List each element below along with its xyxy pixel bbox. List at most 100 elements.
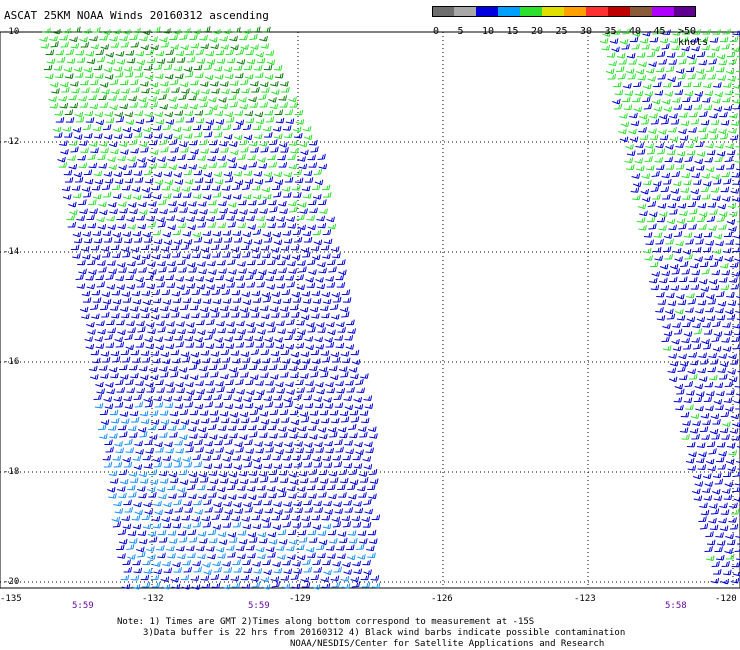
wind-barb bbox=[722, 196, 731, 202]
wind-barb bbox=[619, 113, 628, 119]
wind-barb bbox=[214, 179, 224, 185]
wind-barb bbox=[649, 134, 659, 140]
wind-barb bbox=[267, 326, 276, 333]
wind-barb bbox=[109, 409, 119, 416]
wind-barb bbox=[247, 552, 256, 559]
wind-barb bbox=[136, 214, 145, 221]
wind-barb bbox=[183, 566, 192, 573]
wind-barb bbox=[93, 170, 103, 177]
wind-barb bbox=[687, 298, 697, 305]
wind-barb bbox=[713, 82, 722, 88]
wind-barb bbox=[120, 246, 130, 252]
wind-barb bbox=[359, 431, 368, 438]
wind-barb bbox=[149, 139, 158, 146]
wind-barb bbox=[686, 441, 696, 448]
wind-barb bbox=[216, 58, 226, 64]
wind-barb bbox=[693, 495, 703, 501]
wind-barb bbox=[736, 393, 740, 396]
wind-barb bbox=[675, 142, 684, 148]
wind-barb bbox=[141, 290, 151, 296]
wind-barb bbox=[716, 215, 726, 222]
wind-barb bbox=[274, 441, 283, 448]
wind-barb bbox=[250, 576, 260, 582]
wind-barb bbox=[651, 170, 660, 177]
wind-barb bbox=[185, 276, 194, 282]
wind-barb bbox=[190, 42, 200, 49]
wind-barb bbox=[283, 462, 293, 469]
wind-barb bbox=[158, 493, 167, 500]
wind-barb bbox=[702, 29, 711, 35]
wind-barb bbox=[359, 477, 369, 483]
wind-barb bbox=[295, 342, 305, 349]
wind-barb bbox=[689, 428, 699, 434]
wind-barb bbox=[263, 569, 272, 575]
wind-barb bbox=[71, 87, 80, 94]
wind-barb bbox=[116, 319, 125, 326]
wind-barb bbox=[729, 277, 738, 283]
wind-barb bbox=[130, 41, 139, 48]
wind-barb bbox=[222, 230, 232, 236]
wind-barb bbox=[160, 146, 169, 153]
wind-barb bbox=[192, 28, 201, 35]
wind-barb bbox=[300, 149, 309, 156]
wind-barb bbox=[253, 133, 263, 140]
wind-barb bbox=[282, 521, 292, 528]
wind-barb bbox=[129, 34, 138, 40]
wind-barb bbox=[706, 390, 715, 397]
wind-barb bbox=[355, 378, 364, 385]
wind-barb bbox=[623, 83, 632, 89]
wind-barb bbox=[637, 74, 647, 81]
wind-barb bbox=[273, 239, 283, 246]
wind-barb bbox=[205, 380, 214, 386]
wind-barb bbox=[713, 495, 723, 501]
wind-barb bbox=[166, 321, 175, 327]
wind-barb bbox=[218, 539, 228, 545]
wind-barb bbox=[696, 291, 705, 298]
wind-barb bbox=[260, 43, 270, 49]
wind-barb bbox=[669, 37, 679, 44]
wind-barb bbox=[92, 254, 101, 260]
wind-barb bbox=[230, 80, 239, 86]
wind-barb bbox=[52, 28, 61, 35]
wind-barb bbox=[245, 341, 255, 348]
wind-barb bbox=[258, 163, 268, 169]
wind-barb bbox=[83, 169, 93, 175]
wind-barb bbox=[722, 28, 731, 35]
wind-barb bbox=[316, 215, 325, 222]
wind-barb bbox=[616, 66, 625, 72]
wind-barb bbox=[684, 155, 693, 162]
wind-barb bbox=[150, 44, 159, 51]
wind-barb bbox=[262, 125, 272, 132]
wind-barb bbox=[177, 222, 187, 229]
wind-barb bbox=[662, 323, 671, 329]
wind-barb bbox=[618, 128, 627, 135]
wind-barb bbox=[161, 289, 171, 295]
colorbar-tick-label: 25 bbox=[555, 26, 568, 37]
wind-barb bbox=[282, 254, 291, 260]
wind-barb bbox=[345, 448, 354, 455]
wind-barb bbox=[302, 521, 312, 528]
wind-barb bbox=[281, 583, 291, 589]
wind-barb bbox=[683, 397, 693, 403]
wind-barb bbox=[198, 95, 207, 102]
wind-barb bbox=[354, 404, 364, 410]
wind-barb bbox=[130, 349, 140, 356]
wind-barb bbox=[349, 432, 358, 439]
wind-barb bbox=[246, 389, 255, 396]
wind-barb bbox=[160, 419, 170, 425]
wind-barb bbox=[191, 358, 201, 365]
wind-barb bbox=[717, 75, 727, 81]
wind-barb bbox=[84, 132, 93, 139]
wind-barb bbox=[719, 373, 728, 380]
wind-barb bbox=[363, 464, 373, 470]
wind-barb bbox=[691, 172, 701, 179]
wind-barb bbox=[194, 403, 204, 410]
wind-barb bbox=[105, 51, 114, 58]
wind-barb bbox=[242, 251, 251, 258]
wind-barb bbox=[219, 433, 228, 440]
wind-barb bbox=[81, 313, 90, 320]
wind-barb bbox=[279, 431, 288, 438]
wind-barb bbox=[178, 266, 187, 273]
wind-barb bbox=[342, 454, 352, 461]
wind-barb bbox=[146, 322, 155, 328]
